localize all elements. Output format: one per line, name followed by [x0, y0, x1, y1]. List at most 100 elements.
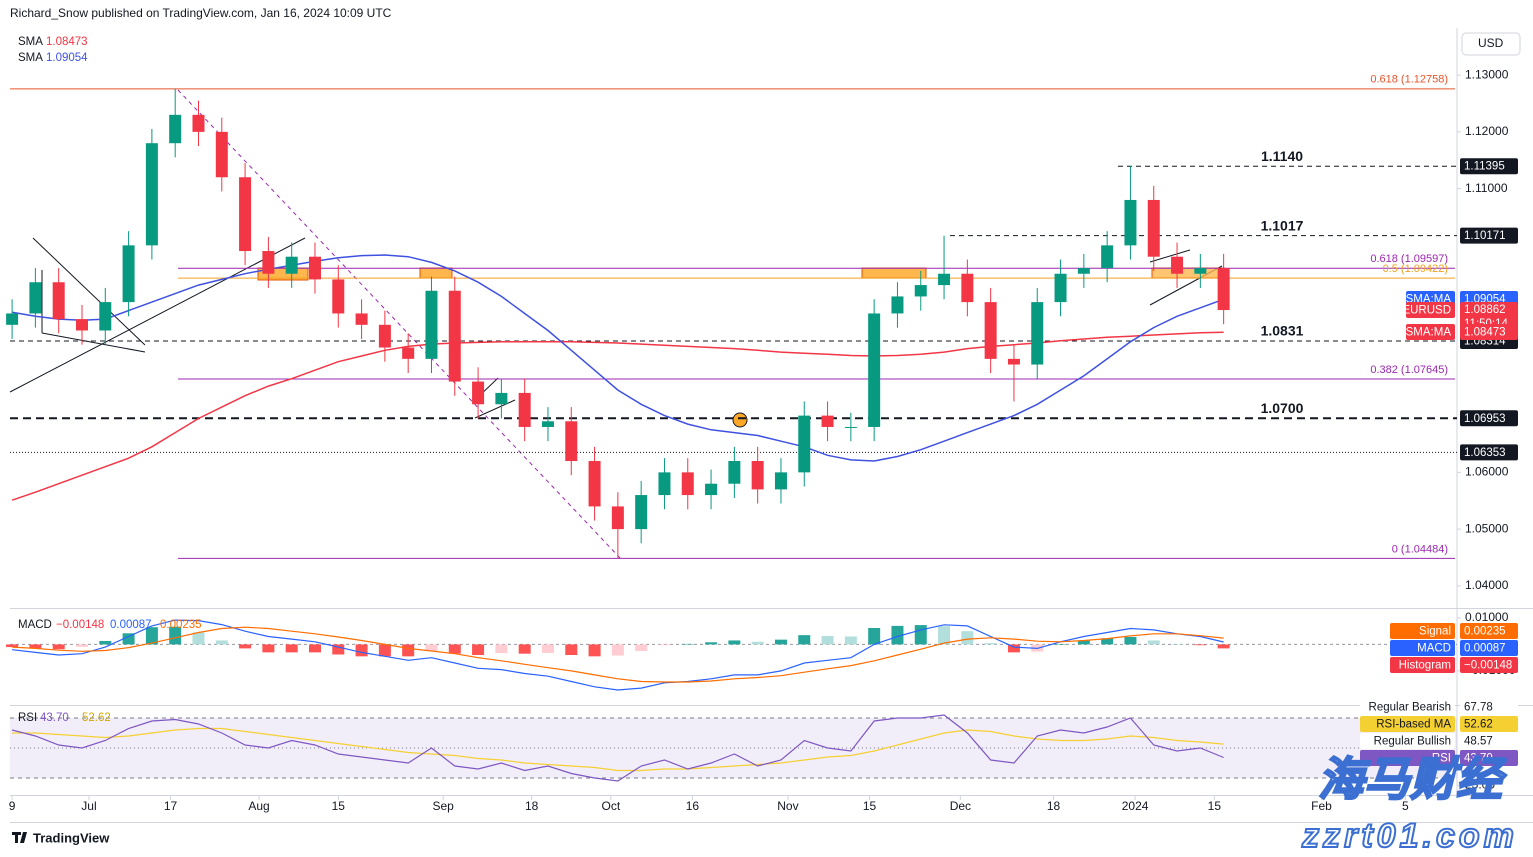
candle-body	[495, 392, 508, 405]
candle-body	[1124, 199, 1137, 246]
histogram-bar	[215, 640, 228, 645]
indicator-badge-name: MACD	[1417, 643, 1451, 655]
candle-body	[611, 506, 624, 530]
histogram-bar	[355, 644, 368, 657]
candle-body	[75, 319, 88, 331]
level-label: 1.1140	[1261, 148, 1303, 164]
histogram-bar	[308, 644, 321, 653]
level-badge-bg	[1460, 158, 1518, 175]
level-badge: 1.11395	[1464, 161, 1505, 173]
indicator-badge-value-bg	[1460, 716, 1518, 732]
x-tick-label: Oct	[602, 799, 621, 813]
zone	[861, 267, 927, 279]
candle-body	[844, 426, 857, 428]
level-label: 0.5 (1.09422)	[1383, 263, 1448, 275]
candle-body	[751, 461, 764, 490]
candle-body	[425, 290, 438, 359]
histogram-bar	[1007, 644, 1020, 653]
candle-body	[518, 392, 531, 427]
legend-value: −0.00148	[56, 619, 104, 631]
x-tick-label: Nov	[777, 799, 798, 813]
fib-diagonal	[177, 89, 621, 559]
histogram-bar	[1217, 644, 1230, 649]
candle-body	[821, 415, 834, 427]
indicator-badge-name: Histogram	[1399, 660, 1451, 672]
trendline	[474, 399, 516, 419]
y-tick-label: 1.13000	[1465, 67, 1509, 81]
histogram-bar	[99, 640, 112, 645]
candle-body	[239, 177, 252, 252]
histogram-bar	[122, 633, 135, 645]
candle-body	[355, 313, 368, 325]
candle-body	[541, 421, 554, 427]
x-tick-label: Sep	[432, 799, 454, 813]
histogram-bar	[402, 644, 415, 657]
overlay: 海马财经 zzrt01.com	[1300, 752, 1515, 856]
price-badge-value-bg	[1460, 324, 1518, 341]
level-label: 0.382 (1.07645)	[1370, 364, 1448, 376]
histogram-bar	[192, 632, 205, 645]
indicator-badge-name: RSI	[1432, 753, 1451, 765]
candle-body	[565, 421, 578, 462]
candle-body	[588, 461, 601, 507]
histogram-bar	[588, 644, 601, 657]
indicator-badge-name-bg	[1390, 657, 1455, 673]
candle-body	[1147, 199, 1160, 257]
zone	[1151, 267, 1225, 279]
price-badge-name: EURUSD	[1402, 304, 1451, 316]
indicator-badge-name-bg	[1360, 716, 1455, 732]
histogram-bar	[285, 644, 298, 653]
candle-body	[1101, 245, 1114, 269]
candle-body	[681, 472, 694, 496]
histogram-bar	[914, 625, 927, 645]
y-tick-label: 1.04000	[1465, 578, 1509, 592]
currency-button[interactable]	[1461, 32, 1521, 56]
x-tick-label: 9	[9, 799, 16, 813]
x-tick-label: Dec	[950, 799, 971, 813]
indicator-badge-name-bg	[1390, 640, 1455, 656]
candle-body	[52, 282, 65, 320]
level-badge-bg	[1460, 444, 1518, 461]
y-tick-label: 1.06000	[1465, 465, 1509, 479]
currency[interactable]: USD	[1478, 36, 1504, 50]
frame	[10, 28, 1533, 823]
indicator-badge-value: 43.70	[1464, 753, 1493, 765]
level-badge-bg	[1460, 410, 1518, 427]
candle-body	[635, 495, 648, 530]
trendline	[32, 237, 146, 346]
histogram-bar	[518, 644, 531, 654]
x-tick-label: 2024	[1122, 799, 1149, 813]
y-tick-label: 1.12000	[1465, 124, 1509, 138]
watermark: 海马财经	[1318, 753, 1507, 805]
indicator-badge-value-bg	[1460, 750, 1518, 766]
zone	[419, 267, 453, 279]
indicator-badge-value: 52.62	[1464, 719, 1493, 731]
candle-body	[868, 313, 881, 427]
histogram-bar	[891, 625, 904, 645]
level-label: 1.0700	[1261, 400, 1304, 416]
candle-body	[728, 461, 741, 484]
price-badge-name: SMA:MA	[1406, 327, 1452, 339]
histogram-bar	[1054, 644, 1067, 645]
y-tick-label: 1.11000	[1465, 181, 1508, 195]
brand-logo	[12, 832, 27, 843]
candle-body	[1077, 268, 1090, 274]
panel-title: MACD	[18, 619, 52, 631]
histogram-bar	[868, 628, 881, 645]
legend-value: 43.70	[40, 712, 69, 724]
x-tick-label: 15	[332, 799, 346, 813]
brand: TradingView	[12, 830, 110, 845]
candle-body	[798, 415, 811, 473]
price-badge-value: 1.08473	[1464, 327, 1506, 339]
indicator-badge-value: 67.78	[1464, 702, 1493, 714]
histogram-bar	[1077, 640, 1090, 645]
candle-body	[1171, 256, 1184, 274]
candle-body	[262, 251, 275, 274]
histogram-bar	[1147, 640, 1160, 645]
histogram-bar	[565, 644, 578, 656]
x-tick-label: Feb	[1311, 799, 1332, 813]
indicator-badge-name: Signal	[1419, 626, 1451, 638]
histogram-bar	[938, 626, 951, 645]
indicator-badge-value: 0.00087	[1464, 643, 1506, 655]
